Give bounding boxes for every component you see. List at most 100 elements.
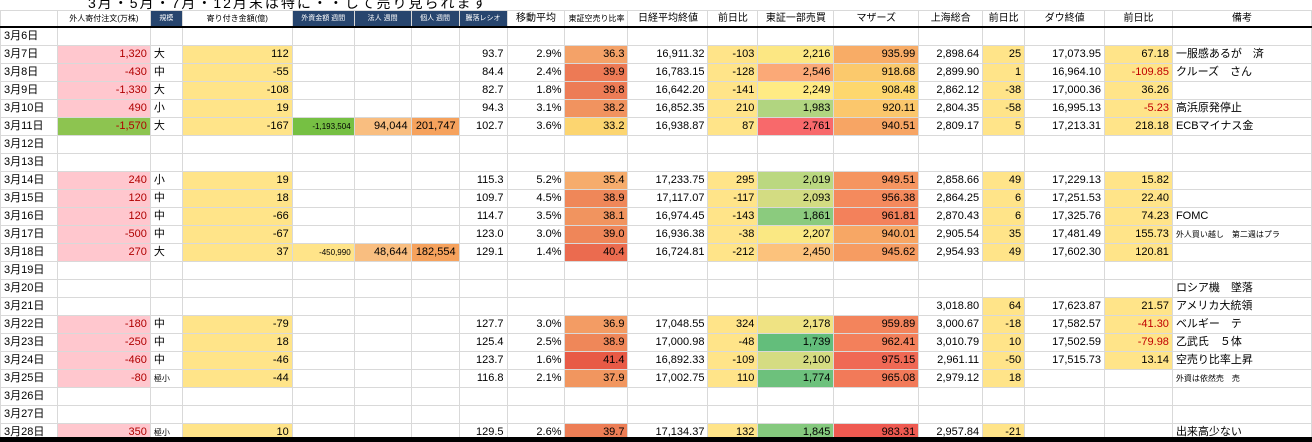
cell-nikkei_change[interactable] [707, 26, 759, 46]
cell-tse_volume[interactable] [757, 153, 835, 172]
cell-updown_ratio[interactable] [458, 405, 508, 424]
cell-moving_avg[interactable] [506, 261, 566, 280]
cell-updown_ratio[interactable]: 123.0 [458, 225, 508, 244]
cell-nikkei_close[interactable]: 16,783.15 [627, 63, 709, 82]
cell-opening_amount[interactable] [181, 387, 293, 406]
cell-opening_amount[interactable] [181, 297, 293, 316]
cell-shanghai[interactable] [918, 261, 984, 280]
cell-short_ratio[interactable]: 36.9 [564, 315, 629, 334]
cell-foreign_weekly[interactable] [291, 225, 355, 244]
cell-tse_volume[interactable]: 1,983 [757, 99, 835, 118]
cell-mothers[interactable]: 975.15 [833, 351, 920, 370]
cell-corporate_weekly[interactable] [353, 405, 412, 424]
cell-shanghai_change[interactable] [982, 26, 1026, 46]
cell-dow_change[interactable]: -109.85 [1104, 63, 1173, 82]
cell-corporate_weekly[interactable]: 94,044 [353, 117, 412, 136]
cell-corporate_weekly[interactable] [353, 351, 412, 370]
cell-remarks[interactable] [1171, 243, 1312, 262]
row-date[interactable]: 3月17日 [0, 225, 58, 244]
cell-moving_avg[interactable]: 3.5% [506, 207, 566, 226]
cell-moving_avg[interactable]: 2.4% [506, 63, 566, 82]
cell-moving_avg[interactable]: 2.5% [506, 333, 566, 352]
cell-individual_weekly[interactable] [410, 405, 460, 424]
cell-tse_volume[interactable]: 2,100 [757, 351, 835, 370]
cell-dow_close[interactable]: 16,995.13 [1024, 99, 1106, 118]
cell-updown_ratio[interactable] [458, 135, 508, 154]
cell-foreign_order[interactable]: 120 [56, 189, 151, 208]
cell-corporate_weekly[interactable] [353, 315, 412, 334]
cell-opening_amount[interactable]: -46 [181, 351, 293, 370]
cell-opening_amount[interactable] [181, 405, 293, 424]
cell-short_ratio[interactable]: 41.4 [564, 351, 629, 370]
cell-updown_ratio[interactable]: 82.7 [458, 81, 508, 100]
cell-nikkei_change[interactable] [707, 279, 759, 298]
cell-nikkei_close[interactable]: 17,117.07 [627, 189, 709, 208]
cell-foreign_weekly[interactable]: -450,990 [291, 243, 355, 262]
cell-foreign_weekly[interactable] [291, 279, 355, 298]
cell-dow_change[interactable]: 22.40 [1104, 189, 1173, 208]
cell-dow_close[interactable]: 17,251.53 [1024, 189, 1106, 208]
cell-shanghai[interactable] [918, 387, 984, 406]
cell-remarks[interactable]: 高浜原発停止 [1171, 99, 1312, 118]
cell-opening_amount[interactable]: 19 [181, 99, 293, 118]
cell-foreign_weekly[interactable] [291, 26, 355, 46]
column-header-short_ratio[interactable]: 東証空売り比率 [564, 10, 629, 28]
cell-dow_close[interactable]: 17,229.13 [1024, 171, 1106, 190]
cell-dow_close[interactable]: 16,964.10 [1024, 63, 1106, 82]
cell-mothers[interactable]: 962.41 [833, 333, 920, 352]
cell-opening_amount[interactable]: -66 [181, 207, 293, 226]
cell-short_ratio[interactable]: 40.4 [564, 243, 629, 262]
cell-individual_weekly[interactable] [410, 261, 460, 280]
cell-shanghai_change[interactable] [982, 279, 1026, 298]
cell-corporate_weekly[interactable] [353, 99, 412, 118]
cell-foreign_order[interactable]: -1,330 [56, 81, 151, 100]
column-header-remarks[interactable]: 備考 [1171, 10, 1312, 28]
cell-updown_ratio[interactable] [458, 279, 508, 298]
cell-shanghai[interactable] [918, 135, 984, 154]
cell-dow_close[interactable] [1024, 387, 1106, 406]
cell-mothers[interactable]: 945.62 [833, 243, 920, 262]
cell-remarks[interactable] [1171, 387, 1312, 406]
column-header-corporate_weekly[interactable]: 法人 週間 [353, 10, 412, 28]
cell-individual_weekly[interactable] [410, 387, 460, 406]
cell-individual_weekly[interactable] [410, 153, 460, 172]
cell-size[interactable] [149, 279, 183, 298]
cell-tse_volume[interactable]: 1,861 [757, 207, 835, 226]
cell-moving_avg[interactable]: 4.5% [506, 189, 566, 208]
cell-foreign_order[interactable]: 240 [56, 171, 151, 190]
cell-nikkei_change[interactable]: -38 [707, 225, 759, 244]
cell-updown_ratio[interactable]: 114.7 [458, 207, 508, 226]
row-date[interactable]: 3月27日 [0, 405, 58, 424]
cell-moving_avg[interactable]: 3.0% [506, 225, 566, 244]
cell-updown_ratio[interactable]: 127.7 [458, 315, 508, 334]
cell-corporate_weekly[interactable] [353, 26, 412, 46]
cell-individual_weekly[interactable] [410, 26, 460, 46]
cell-moving_avg[interactable] [506, 135, 566, 154]
cell-moving_avg[interactable] [506, 279, 566, 298]
cell-individual_weekly[interactable] [410, 333, 460, 352]
cell-nikkei_close[interactable] [627, 261, 709, 280]
cell-opening_amount[interactable]: -44 [181, 369, 293, 388]
cell-dow_close[interactable]: 17,325.76 [1024, 207, 1106, 226]
cell-dow_change[interactable] [1104, 369, 1173, 388]
cell-nikkei_close[interactable]: 16,938.87 [627, 117, 709, 136]
cell-dow_close[interactable] [1024, 261, 1106, 280]
cell-short_ratio[interactable]: 36.3 [564, 45, 629, 64]
cell-corporate_weekly[interactable] [353, 135, 412, 154]
cell-foreign_weekly[interactable]: -1,193,504 [291, 117, 355, 136]
cell-nikkei_change[interactable]: -117 [707, 189, 759, 208]
cell-shanghai[interactable]: 2,804.35 [918, 99, 984, 118]
cell-nikkei_change[interactable]: -109 [707, 351, 759, 370]
cell-remarks[interactable]: 空売り比率上昇 [1171, 351, 1312, 370]
cell-dow_change[interactable] [1104, 135, 1173, 154]
cell-short_ratio[interactable]: 38.2 [564, 99, 629, 118]
cell-dow_close[interactable] [1024, 405, 1106, 424]
cell-dow_change[interactable]: 155.73 [1104, 225, 1173, 244]
row-date[interactable]: 3月6日 [0, 26, 58, 46]
cell-opening_amount[interactable]: -108 [181, 81, 293, 100]
cell-size[interactable]: 中 [149, 333, 183, 352]
cell-shanghai_change[interactable]: -38 [982, 81, 1026, 100]
cell-shanghai_change[interactable]: 49 [982, 171, 1026, 190]
cell-opening_amount[interactable]: -79 [181, 315, 293, 334]
cell-remarks[interactable]: ロシア機 墜落 [1171, 279, 1312, 298]
